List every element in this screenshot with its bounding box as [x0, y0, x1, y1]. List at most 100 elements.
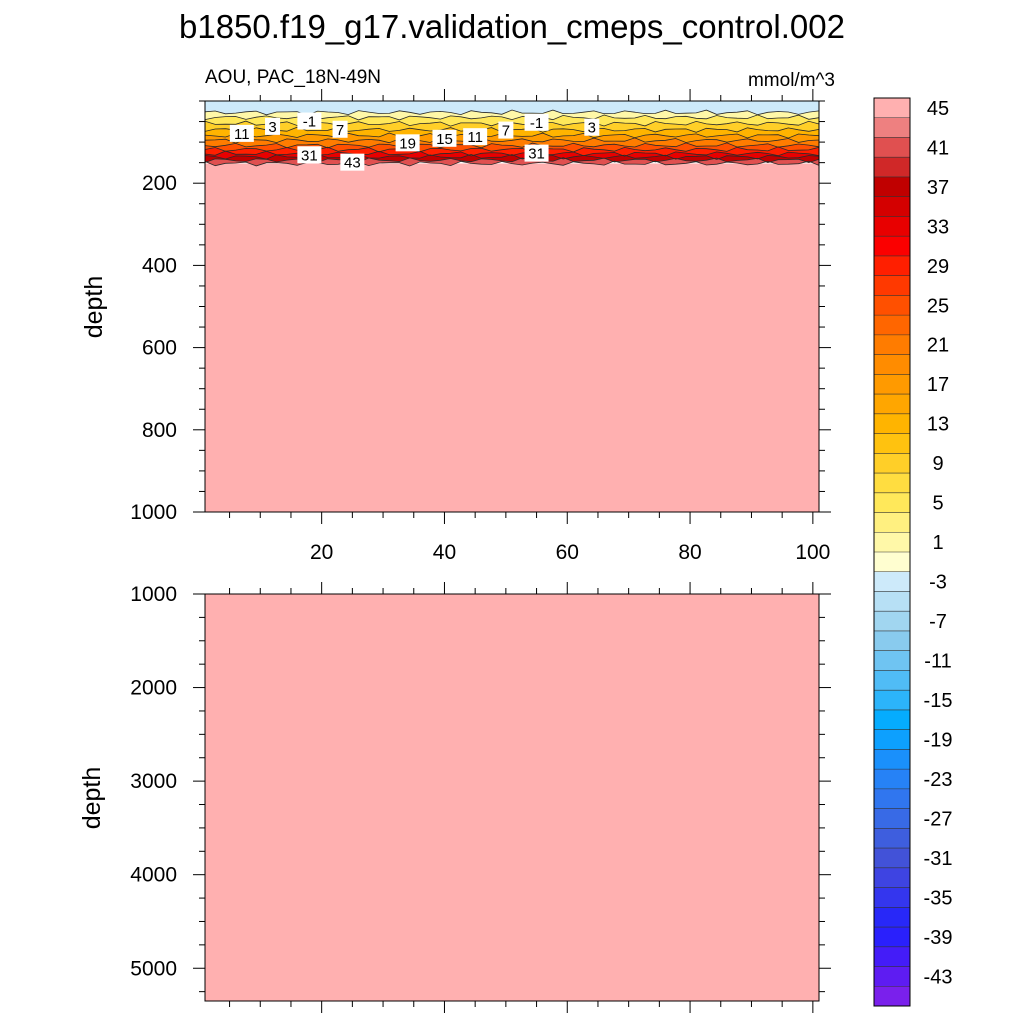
colorbar-swatch [874, 828, 910, 849]
colorbar-swatch [874, 670, 910, 691]
x-tick-label: 100 [795, 541, 830, 564]
contour-label-box [229, 124, 254, 142]
colorbar-frame [873, 97, 911, 1007]
colorbar-label: -27 [924, 808, 953, 830]
colorbar-swatch [874, 611, 910, 632]
contour-label-box [524, 113, 549, 131]
colorbar-swatch [874, 374, 910, 395]
contour-label: 19 [395, 134, 420, 152]
colorbar-swatch [874, 117, 910, 138]
y-tick-label: 5000 [130, 957, 177, 980]
contour-label: 7 [498, 121, 514, 140]
y-tick-label: 400 [142, 254, 177, 277]
colorbar-label: 45 [927, 98, 949, 120]
contour-label-text: 31 [301, 147, 318, 164]
colorbar-swatch [874, 196, 910, 217]
colorbar-swatch [874, 216, 910, 237]
colorbar-swatch [874, 98, 910, 119]
panel-frame [204, 593, 820, 1002]
contour-fill-45 [205, 594, 819, 1001]
colorbar-swatch [874, 591, 910, 612]
x-tick-label: 60 [556, 541, 579, 564]
colorbar-swatch [874, 137, 910, 158]
colorbar-swatch [874, 315, 910, 336]
colorbar-label: 25 [927, 295, 949, 317]
colorbar-label: 41 [927, 137, 949, 159]
colorbar-label: 5 [932, 493, 943, 515]
colorbar-swatch [874, 413, 910, 434]
contour-label: 3 [265, 117, 281, 136]
contour-label-text: -1 [303, 114, 316, 131]
contour-label-box [432, 129, 457, 147]
colorbar-label: -39 [924, 927, 953, 949]
colorbar-swatch [874, 394, 910, 415]
contour-label-box [524, 144, 549, 162]
contour-label-text: 43 [344, 155, 361, 172]
x-tick-label: 80 [678, 541, 701, 564]
contour-label-text: 7 [336, 122, 344, 139]
colorbar: 45 41 37 33 29 25 21 17 13 9 5 1 -3 -7 -11 -15 -19 -23 -27… [873, 97, 953, 1007]
colorbar-swatch [874, 433, 910, 454]
colorbar-swatch [874, 907, 910, 928]
colorbar-swatch [874, 630, 910, 652]
colorbar-swatch [874, 769, 910, 790]
contour-label: 11 [229, 124, 254, 143]
colorbar-swatch [874, 808, 910, 829]
contour-label-box [463, 128, 488, 146]
colorbar-swatch [874, 887, 910, 908]
chart-title: b1850.f19_g17.validation_cmeps_control.0… [179, 8, 845, 45]
colorbar-swatch [874, 334, 910, 356]
colorbar-label: -35 [924, 887, 953, 909]
colorbar-swatch [874, 986, 910, 1007]
colorbar-label: -31 [924, 848, 953, 870]
contour-label-text: 31 [528, 146, 545, 163]
colorbar-label: 21 [927, 335, 949, 357]
colorbar-swatch [874, 236, 910, 257]
colorbar-swatch [874, 927, 910, 948]
contour-label-box [340, 153, 365, 171]
colorbar-label: 33 [927, 216, 949, 238]
contour-label: 11 [463, 128, 488, 146]
lower-y-axis-label: depth [78, 767, 106, 830]
colorbar-swatch [874, 492, 910, 513]
y-tick-label: 4000 [130, 864, 177, 887]
colorbar-swatch [874, 275, 910, 296]
colorbar-label: -23 [924, 769, 953, 791]
colorbar-label: -3 [929, 572, 947, 594]
x-tick-label: 40 [433, 541, 456, 564]
chart-units: mmol/m^3 [748, 70, 835, 91]
contour-fill-45 [205, 163, 819, 513]
contour-label-text: -1 [530, 115, 543, 132]
contour-label: 31 [524, 144, 549, 163]
contour-label: 3 [584, 118, 600, 137]
colorbar-label: 9 [932, 453, 943, 475]
colorbar-swatch [874, 512, 910, 533]
contour-label: 43 [340, 153, 365, 172]
colorbar-swatch [874, 354, 910, 375]
contour-label: -1 [524, 113, 549, 132]
contour-label-box [332, 120, 348, 138]
colorbar-swatch [874, 650, 910, 671]
colorbar-label: 1 [932, 532, 943, 554]
y-tick-label: 3000 [130, 770, 177, 793]
colorbar-swatch [874, 867, 910, 888]
contour-label-text: 11 [467, 129, 483, 146]
y-tick-label: 200 [142, 172, 177, 195]
y-tick-label: 2000 [130, 677, 177, 700]
colorbar-label: 17 [927, 374, 949, 396]
upper-contour-panel: 11 3 -1 7 31 43 19 15 11 7 -1 31 3 20 40 60 80 100 200 400 6… [130, 89, 831, 564]
contour-fill--3 [205, 101, 819, 116]
contour-label-box [395, 134, 420, 152]
contour-label: 7 [332, 120, 348, 139]
contour-line-17 [204, 137, 820, 144]
y-tick-label: 1000 [130, 583, 177, 606]
contour-label-box [265, 117, 281, 135]
lower-contour-panel: 1000 2000 3000 4000 5000 [130, 582, 831, 1013]
colorbar-label: -7 [929, 611, 947, 633]
chart-subtitle: AOU, PAC_18N-49N [205, 67, 381, 88]
colorbar-swatch [874, 749, 910, 770]
colorbar-label: -11 [924, 651, 951, 673]
colorbar-label: -19 [924, 730, 953, 752]
colorbar-swatch [874, 966, 910, 987]
